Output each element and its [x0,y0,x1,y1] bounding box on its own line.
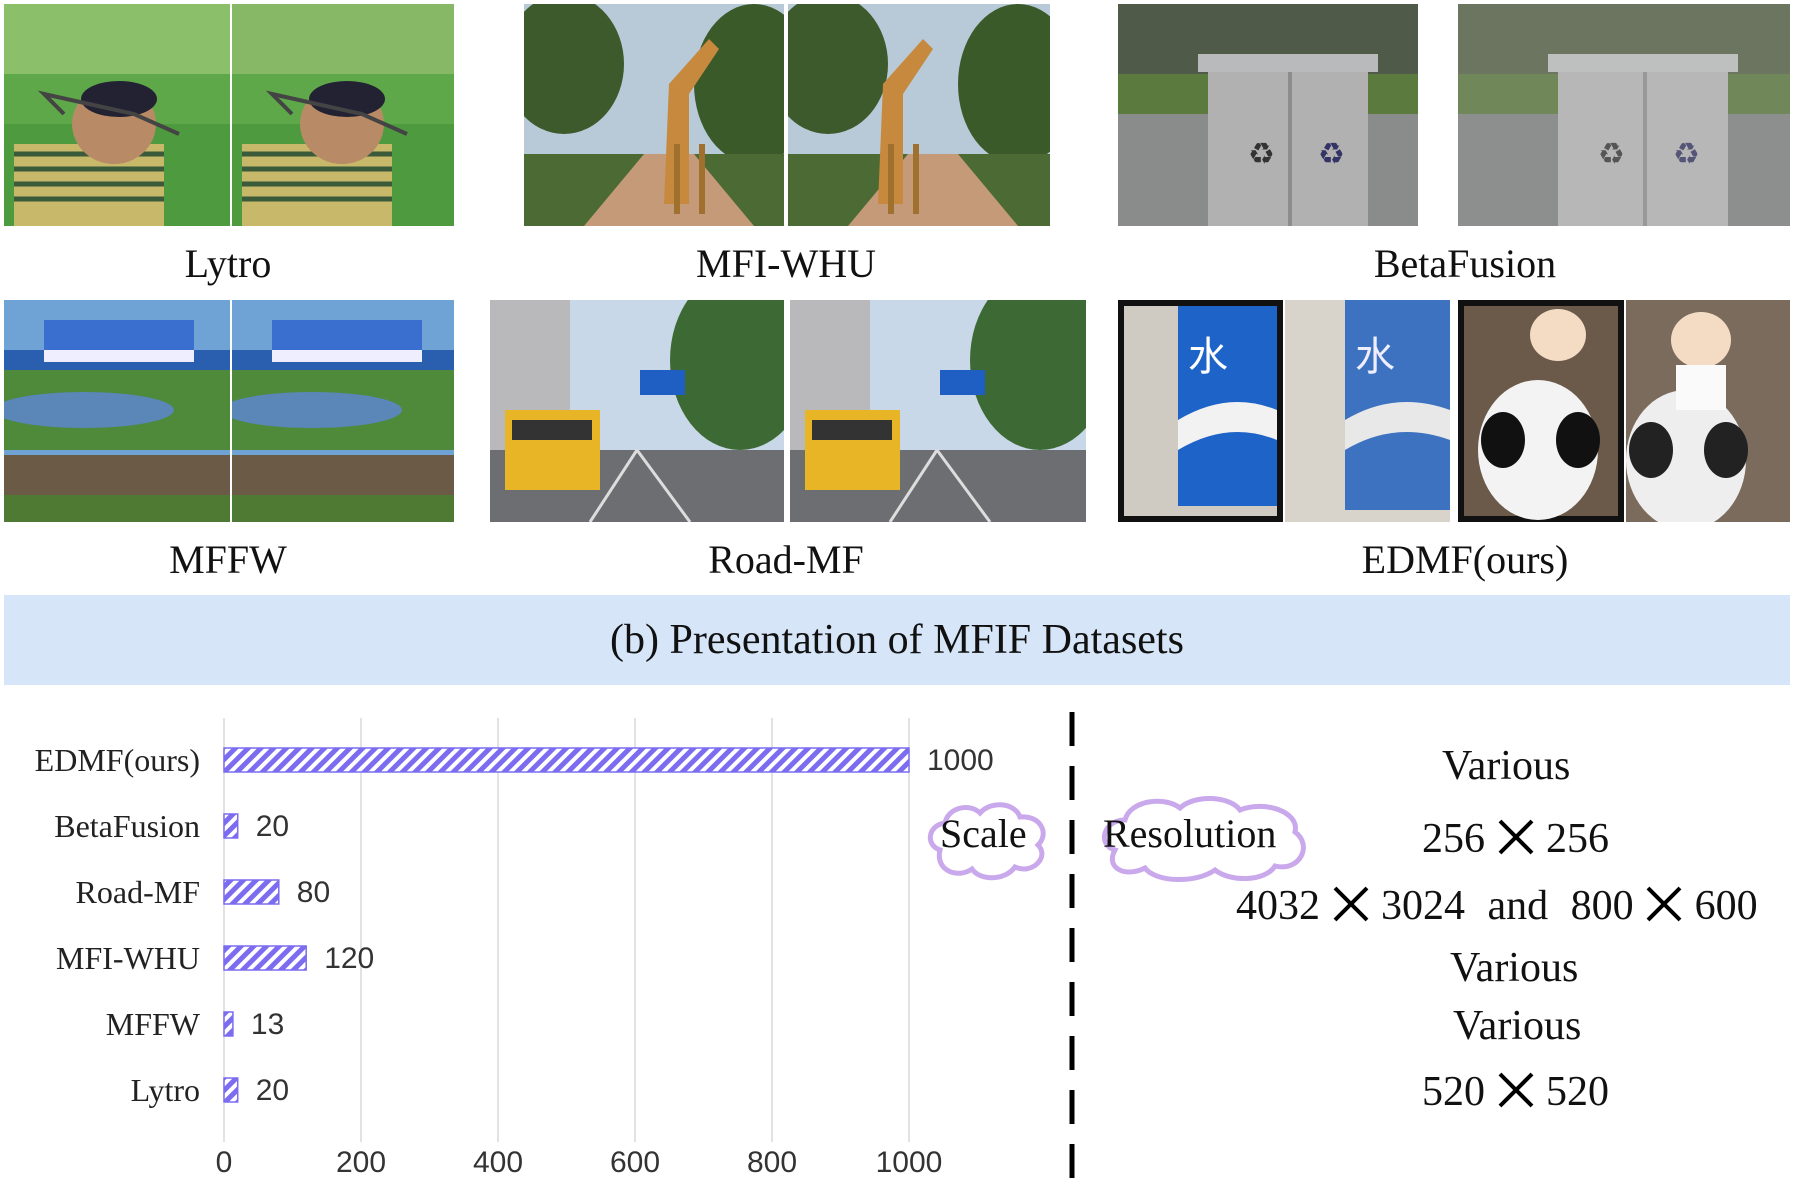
multiply-icon [1331,884,1371,935]
res-value: 520 [1546,1069,1609,1115]
svg-text:♻: ♻ [1673,137,1700,172]
edmf-image-2: 水 [1285,300,1450,522]
res-and: and [1487,883,1549,929]
multiply-icon [1496,1070,1536,1121]
res-value: 3024 [1381,883,1465,929]
x-tick-label: 600 [610,1146,660,1179]
svg-text:♻: ♻ [1598,137,1625,172]
label-roadmf: Road-MF [708,537,864,582]
x-tick-label: 200 [336,1146,386,1179]
scale-bar-chart: EDMF(ours) BetaFusion Road-MF MFI-WHU MFFW Ly… [35,718,994,1179]
lytro-image-2 [232,4,454,226]
category-label: EDMF(ours) [35,742,200,778]
x-tick-label: 800 [747,1146,797,1179]
bar-edmf-ours- [223,747,910,773]
multiply-icon [1496,817,1536,868]
bar-road-mf [223,879,280,905]
mffw-image-2 [232,300,454,522]
resolution-mffw: Various [1453,1003,1582,1049]
value-label: 20 [256,810,289,843]
edmf-image-1: 水 [1118,300,1283,522]
label-mfiwhu: MFI-WHU [696,241,876,286]
category-label: Road-MF [76,874,200,910]
roadmf-image-1 [490,300,784,522]
category-label: Lytro [131,1072,200,1108]
res-value: 600 [1694,883,1758,929]
label-lytro: Lytro [184,241,272,286]
svg-text:水: 水 [1188,334,1228,380]
roadmf-image-2 [790,300,1086,522]
x-tick-label: 400 [473,1146,523,1179]
value-label: 20 [256,1074,289,1107]
res-value: 4032 [1236,883,1320,929]
scale-cloud-shape [928,802,1046,881]
section-banner: (b) Presentation of MFIF Datasets [4,595,1790,685]
betafusion-image-1: ♻ ♻ [1118,4,1418,226]
res-value: 256 [1422,816,1485,862]
banner-title: (b) Presentation of MFIF Datasets [610,617,1184,663]
mfiwhu-image-2 [788,4,1050,226]
category-label: MFI-WHU [56,940,200,976]
resolution-label: Resolution [1103,811,1277,856]
resolution-betafusion: 256 256 [1422,815,1609,868]
svg-text:♻: ♻ [1318,137,1345,172]
mffw-image-1 [4,300,230,522]
label-mffw: MFFW [169,537,287,582]
edmf-image-4 [1626,300,1790,522]
svg-text:水: 水 [1355,334,1395,380]
bar-mffw [223,1011,234,1037]
bar-betafusion [223,813,239,839]
value-label: 80 [297,876,330,909]
value-label: 1000 [927,744,994,777]
res-value: 520 [1422,1069,1485,1115]
label-edmf: EDMF(ours) [1361,537,1569,582]
scale-label: Scale [940,811,1027,856]
betafusion-image-2: ♻ ♻ [1458,4,1790,226]
edmf-image-3 [1458,300,1624,522]
category-label: MFFW [106,1006,201,1042]
mfiwhu-image-1 [524,4,784,226]
lytro-image-1 [4,4,230,226]
x-tick-label: 1000 [876,1146,943,1179]
svg-text:♻: ♻ [1248,137,1275,172]
res-value: 800 [1570,883,1634,929]
x-tick-label: 0 [216,1146,233,1179]
value-label: 13 [251,1008,284,1041]
bar-lytro [223,1077,239,1103]
resolution-lytro: 520 520 [1422,1068,1609,1121]
resolution-roadmf: 4032 3024 and 800 600 [1236,882,1758,935]
category-label: BetaFusion [54,808,200,844]
resolution-edmf: Various [1442,743,1571,789]
res-value: 256 [1546,816,1609,862]
multiply-icon [1644,884,1684,935]
resolution-mfiwhu: Various [1450,945,1579,991]
divider-dashed-line [1069,712,1075,1182]
bar-mfi-whu [223,945,307,971]
label-betafusion: BetaFusion [1373,241,1557,286]
resolution-cloud-shape [1102,795,1306,882]
value-label: 120 [324,942,374,975]
